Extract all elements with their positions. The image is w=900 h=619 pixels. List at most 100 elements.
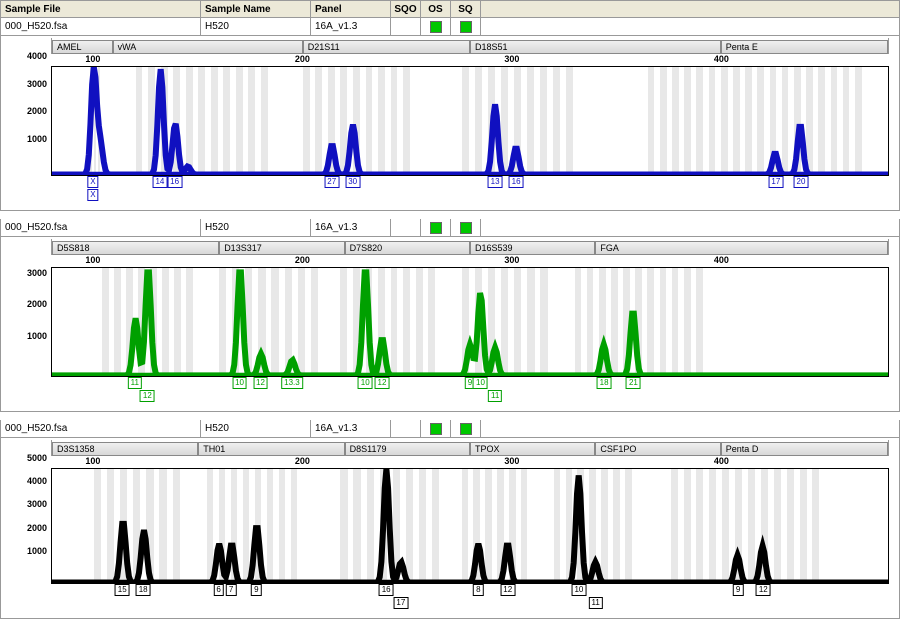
col-sample-name: Sample Name	[201, 1, 311, 17]
allele-call[interactable]: 10	[358, 377, 373, 389]
x-axis: 100200300400	[51, 255, 889, 267]
allele-call[interactable]: 13.3	[281, 377, 303, 389]
allele-call[interactable]: 7	[226, 584, 236, 596]
marker-bar: D5S818D13S317D7S820D16S539FGA	[51, 239, 889, 255]
allele-call[interactable]: 9	[733, 584, 743, 596]
col-panel: Panel	[311, 1, 391, 17]
plot-area[interactable]	[51, 267, 889, 377]
cell-sq	[451, 420, 481, 437]
allele-call[interactable]: 11	[488, 390, 502, 402]
allele-call[interactable]: 17	[393, 597, 408, 609]
marker-chip[interactable]: D21S11	[303, 40, 470, 54]
plot-area[interactable]	[51, 468, 889, 584]
allele-call[interactable]: 27	[324, 176, 339, 188]
x-tick: 400	[714, 54, 729, 64]
file-row[interactable]: 000_H520.fsa H520 16A_v1.3	[0, 219, 900, 237]
plot-area[interactable]	[51, 66, 889, 176]
allele-call[interactable]: 12	[253, 377, 268, 389]
electropherogram-panel: D5S818D13S317D7S820D16S539FGA10020030040…	[0, 237, 900, 412]
marker-chip[interactable]: CSF1PO	[595, 442, 720, 456]
y-tick: 2000	[27, 299, 47, 309]
allele-call[interactable]: 12	[375, 377, 390, 389]
electropherogram-panel: D3S1358TH01D8S1179TPOXCSF1POPenta D10020…	[0, 438, 900, 619]
y-tick: 1000	[27, 546, 47, 556]
file-row[interactable]: 000_H520.fsa H520 16A_v1.3	[0, 420, 900, 438]
x-tick: 100	[85, 456, 100, 466]
x-tick: 300	[504, 255, 519, 265]
allele-call[interactable]: 15	[115, 584, 130, 596]
cell-panel: 16A_v1.3	[311, 18, 391, 35]
status-indicator-icon	[430, 21, 442, 33]
marker-chip[interactable]: D18S51	[470, 40, 721, 54]
allele-call[interactable]: 17	[768, 176, 783, 188]
allele-call[interactable]: X	[87, 176, 98, 188]
allele-call[interactable]: 10	[571, 584, 586, 596]
status-indicator-icon	[430, 423, 442, 435]
x-tick: 200	[295, 456, 310, 466]
allele-call[interactable]: X	[87, 189, 98, 201]
y-axis: 10002000300040005000	[3, 468, 51, 584]
marker-chip[interactable]: TH01	[198, 442, 344, 456]
allele-call[interactable]: 21	[626, 377, 641, 389]
cell-spacer	[481, 18, 899, 35]
y-tick: 3000	[27, 268, 47, 278]
allele-call[interactable]: 18	[136, 584, 151, 596]
electropherogram-panel: AMELvWAD21S11D18S51Penta E10020030040010…	[0, 36, 900, 211]
cell-sqo	[391, 219, 421, 236]
trace-line	[52, 268, 888, 376]
y-axis: 100020003000	[3, 267, 51, 377]
allele-call[interactable]: 12	[756, 584, 771, 596]
allele-call[interactable]: 30	[345, 176, 360, 188]
marker-chip[interactable]: Penta E	[721, 40, 888, 54]
cell-os	[421, 219, 451, 236]
allele-call[interactable]: 9	[251, 584, 261, 596]
cell-sq	[451, 18, 481, 35]
table-header: Sample File Sample Name Panel SQO OS SQ	[0, 0, 900, 18]
col-sqo: SQO	[391, 1, 421, 17]
col-sample-file: Sample File	[1, 1, 201, 17]
y-tick: 3000	[27, 79, 47, 89]
allele-call[interactable]: 8	[473, 584, 483, 596]
marker-chip[interactable]: D5S818	[52, 241, 219, 255]
allele-call[interactable]: 10	[232, 377, 247, 389]
cell-spacer	[481, 420, 899, 437]
allele-call[interactable]: 12	[500, 584, 515, 596]
marker-bar: D3S1358TH01D8S1179TPOXCSF1POPenta D	[51, 440, 889, 456]
marker-chip[interactable]: D16S539	[470, 241, 595, 255]
marker-chip[interactable]: TPOX	[470, 442, 595, 456]
allele-call[interactable]: 11	[128, 377, 142, 389]
allele-call[interactable]: 20	[794, 176, 809, 188]
allele-call[interactable]: 11	[589, 597, 603, 609]
x-tick: 200	[295, 255, 310, 265]
cell-spacer	[481, 219, 899, 236]
marker-chip[interactable]: D8S1179	[345, 442, 470, 456]
marker-chip[interactable]: D7S820	[345, 241, 470, 255]
allele-call[interactable]: 18	[597, 377, 612, 389]
marker-chip[interactable]: Penta D	[721, 442, 888, 456]
allele-call[interactable]: 14	[152, 176, 167, 188]
allele-call[interactable]: 12	[140, 390, 155, 402]
cell-file: 000_H520.fsa	[1, 420, 201, 437]
cell-sample: H520	[201, 18, 311, 35]
y-tick: 5000	[27, 453, 47, 463]
allele-call[interactable]: 13	[488, 176, 503, 188]
cell-sample: H520	[201, 219, 311, 236]
cell-sqo	[391, 18, 421, 35]
x-tick: 100	[85, 54, 100, 64]
marker-chip[interactable]: D3S1358	[52, 442, 198, 456]
marker-chip[interactable]: D13S317	[219, 241, 344, 255]
cell-os	[421, 420, 451, 437]
y-tick: 4000	[27, 476, 47, 486]
allele-call[interactable]: 16	[167, 176, 182, 188]
marker-chip[interactable]: FGA	[595, 241, 888, 255]
allele-call[interactable]: 6	[213, 584, 223, 596]
cell-file: 000_H520.fsa	[1, 219, 201, 236]
marker-chip[interactable]: vWA	[113, 40, 303, 54]
allele-call[interactable]: 10	[473, 377, 488, 389]
marker-chip[interactable]: AMEL	[52, 40, 113, 54]
file-row[interactable]: 000_H520.fsa H520 16A_v1.3	[0, 18, 900, 36]
trace-line	[52, 469, 888, 583]
status-indicator-icon	[460, 423, 472, 435]
allele-call[interactable]: 16	[509, 176, 524, 188]
allele-call[interactable]: 16	[379, 584, 394, 596]
